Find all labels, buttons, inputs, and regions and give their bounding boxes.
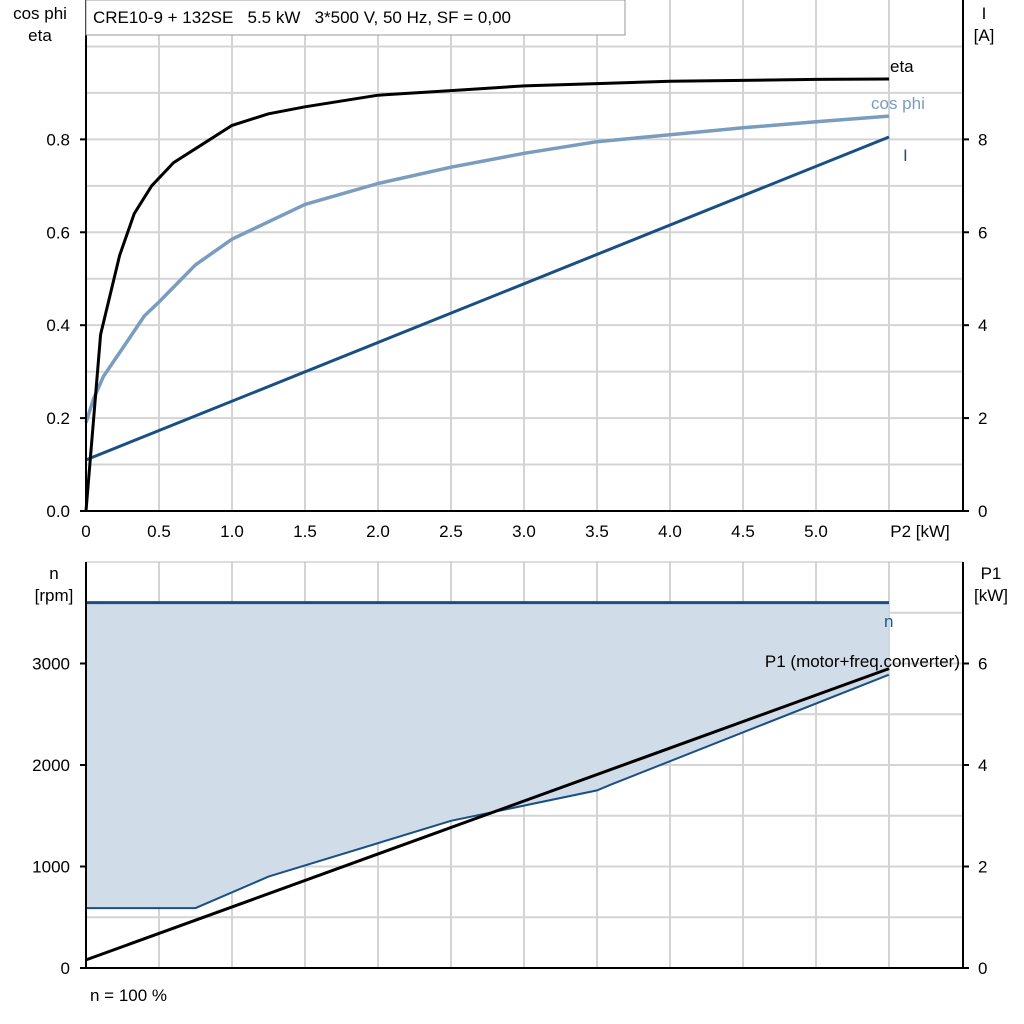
- y-left-label-cosphi: cos phi: [13, 4, 67, 23]
- x-tick-label: 0: [81, 522, 90, 541]
- series-p1-line: [85, 667, 890, 962]
- series-label-cosphi: cos phi: [871, 94, 925, 113]
- series-label-p1: P1 (motor+freq.converter): [765, 652, 960, 671]
- y-right-tick-label: 0: [978, 502, 987, 521]
- y-left-tick-label: 2000: [32, 756, 70, 775]
- footer-speed-note: n = 100 %: [90, 986, 167, 1005]
- y-left-label-eta: eta: [28, 26, 52, 45]
- y-right-tick-label: 4: [978, 756, 987, 775]
- y-left-label-n: n: [49, 564, 58, 583]
- x-tick-label: 4.5: [731, 522, 755, 541]
- chart-title: CRE10-9 + 132SE 5.5 kW 3*500 V, 50 Hz, S…: [93, 8, 511, 27]
- y-right-label-i: I: [982, 4, 987, 23]
- y-right-tick-label: 4: [978, 316, 987, 335]
- y-left-tick-label: 0.8: [46, 130, 70, 149]
- series-label-i: I: [903, 146, 908, 165]
- y-right-tick-label: 0: [978, 959, 987, 978]
- x-axis-label: P2 [kW]: [890, 522, 950, 541]
- min-speed-line: [86, 673, 890, 910]
- series-eta-line: [84, 77, 890, 512]
- y-left-tick-label: 3000: [32, 655, 70, 674]
- y-left-tick-label: 0.0: [46, 502, 70, 521]
- x-tick-label: 2.5: [439, 522, 463, 541]
- y-right-tick-label: 2: [978, 409, 987, 428]
- y-right-label-kw: [kW]: [974, 586, 1008, 605]
- x-tick-label: 5.0: [804, 522, 828, 541]
- y-right-tick-label: 8: [978, 130, 987, 149]
- y-right-tick-label: 6: [978, 223, 987, 242]
- speed-range-area: [86, 602, 889, 909]
- series-label-n: n: [884, 612, 893, 631]
- y-right-tick-label: 6: [978, 655, 987, 674]
- chart-marks: [84, 77, 890, 962]
- x-tick-label: 3.5: [585, 522, 609, 541]
- y-left-tick-label: 0.6: [46, 223, 70, 242]
- y-right-label-unit: [A]: [974, 26, 995, 45]
- tick-labels: 0 0.5 1.0 1.5 2.0 2.5 3.0 3.5 4.0 4.5 5.0 0.0 0.2 0.4…: [32, 130, 987, 978]
- title-box: [85, 0, 626, 36]
- series-i-line: [85, 135, 890, 462]
- series-cosphi-line: [84, 114, 890, 424]
- y-left-label-rpm: [rpm]: [35, 586, 74, 605]
- x-tick-label: 2.0: [366, 522, 390, 541]
- x-tick-label: 4.0: [658, 522, 682, 541]
- y-left-tick-label: 0: [61, 959, 70, 978]
- x-tick-label: 1.5: [293, 522, 317, 541]
- x-tick-label: 3.0: [512, 522, 536, 541]
- y-left-tick-label: 0.4: [46, 316, 70, 335]
- x-tick-label: 1.0: [220, 522, 244, 541]
- x-tick-label: 0.5: [147, 522, 171, 541]
- series-label-eta: eta: [890, 57, 914, 76]
- top-grid: [86, 0, 963, 511]
- y-left-tick-label: 0.2: [46, 409, 70, 428]
- y-right-tick-label: 2: [978, 858, 987, 877]
- y-left-tick-label: 1000: [32, 858, 70, 877]
- y-right-label-p1: P1: [981, 564, 1002, 583]
